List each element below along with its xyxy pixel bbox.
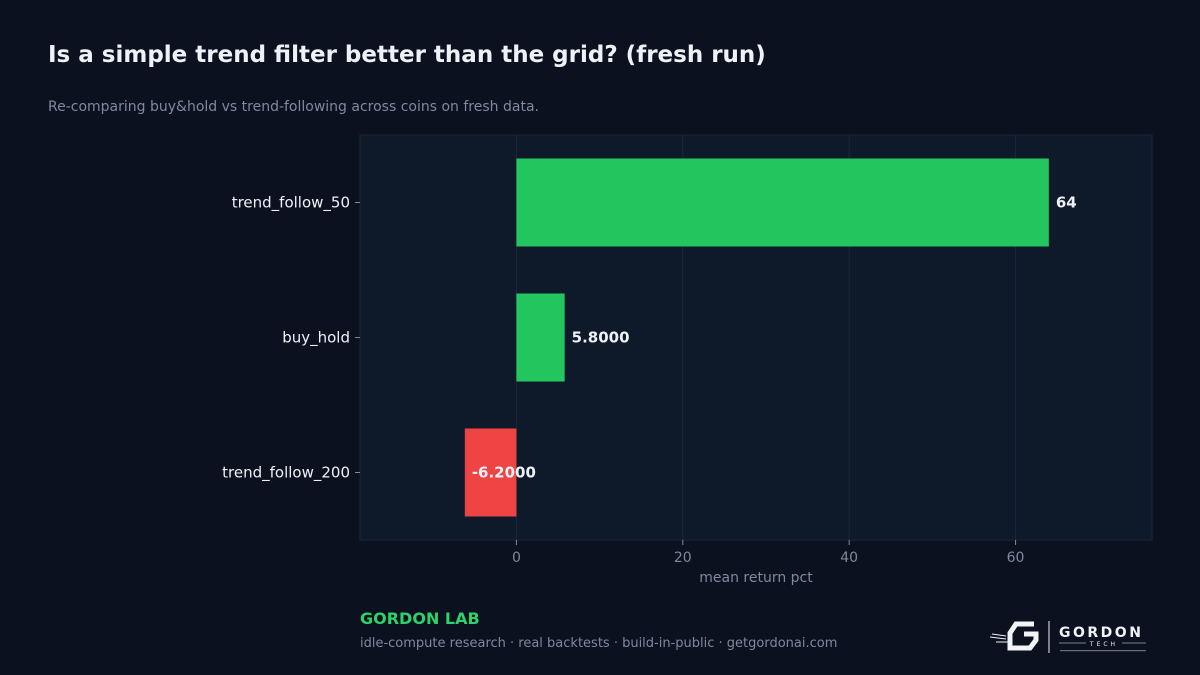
footer-tagline: idle-compute research · real backtests ·… [360,636,837,651]
data-label: 5.8000 [572,329,630,347]
gordon-tech-logo: GORDON TECH [988,616,1152,658]
footer-brand: GORDON LAB [360,609,480,628]
logo-text: GORDON [1059,625,1143,641]
bar [516,159,1048,247]
data-label: -6.2000 [472,464,536,482]
y-tick-label: buy_hold [282,329,350,348]
logo-subtext: TECH [1089,641,1118,648]
x-tick-label: 0 [512,550,521,566]
x-tick-label: 60 [1007,550,1025,566]
x-axis-label: mean return pct [699,570,813,586]
x-tick-label: 40 [840,550,858,566]
y-tick-label: trend_follow_200 [222,464,350,483]
x-tick-label: 20 [674,550,692,566]
bar [516,294,564,382]
data-label: 64 [1056,194,1077,212]
y-tick-label: trend_follow_50 [232,194,350,213]
g-mark-icon [990,624,1036,648]
